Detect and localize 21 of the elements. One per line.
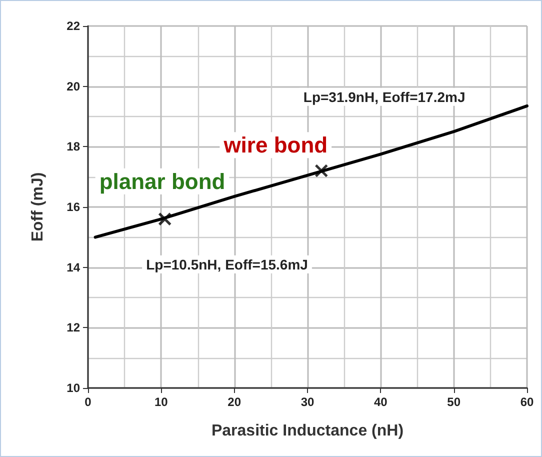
- x-tick-label: 40: [374, 395, 388, 409]
- x-tick-label: 50: [447, 395, 461, 409]
- y-tick-label: 10: [66, 381, 80, 395]
- line-series: [94, 104, 528, 239]
- y-tick-label: 12: [66, 320, 80, 335]
- x-tick-label: 20: [228, 395, 242, 409]
- x-tick-label: 0: [84, 395, 92, 409]
- x-tick-label: 10: [154, 395, 168, 409]
- x-axis-title: Parasitic Inductance (nH): [211, 422, 404, 440]
- annotation: wire bond: [222, 132, 328, 158]
- y-axis-title: Eoff (mJ): [30, 172, 46, 242]
- annotation: Lp=31.9nH, Eoff=17.2mJ: [303, 88, 466, 105]
- y-tick-label: 18: [66, 140, 80, 154]
- y-tick-label: 22: [66, 19, 80, 33]
- x-tick-label: 30: [300, 395, 314, 409]
- x-tick-label: 60: [520, 395, 534, 409]
- annotation: planar bond: [99, 168, 226, 194]
- annotation: Lp=10.5nH, Eoff=15.6mJ: [146, 256, 308, 272]
- y-tick-label: 16: [66, 200, 80, 214]
- y-tick-label: 20: [66, 79, 80, 94]
- y-tick-label: 14: [66, 260, 80, 274]
